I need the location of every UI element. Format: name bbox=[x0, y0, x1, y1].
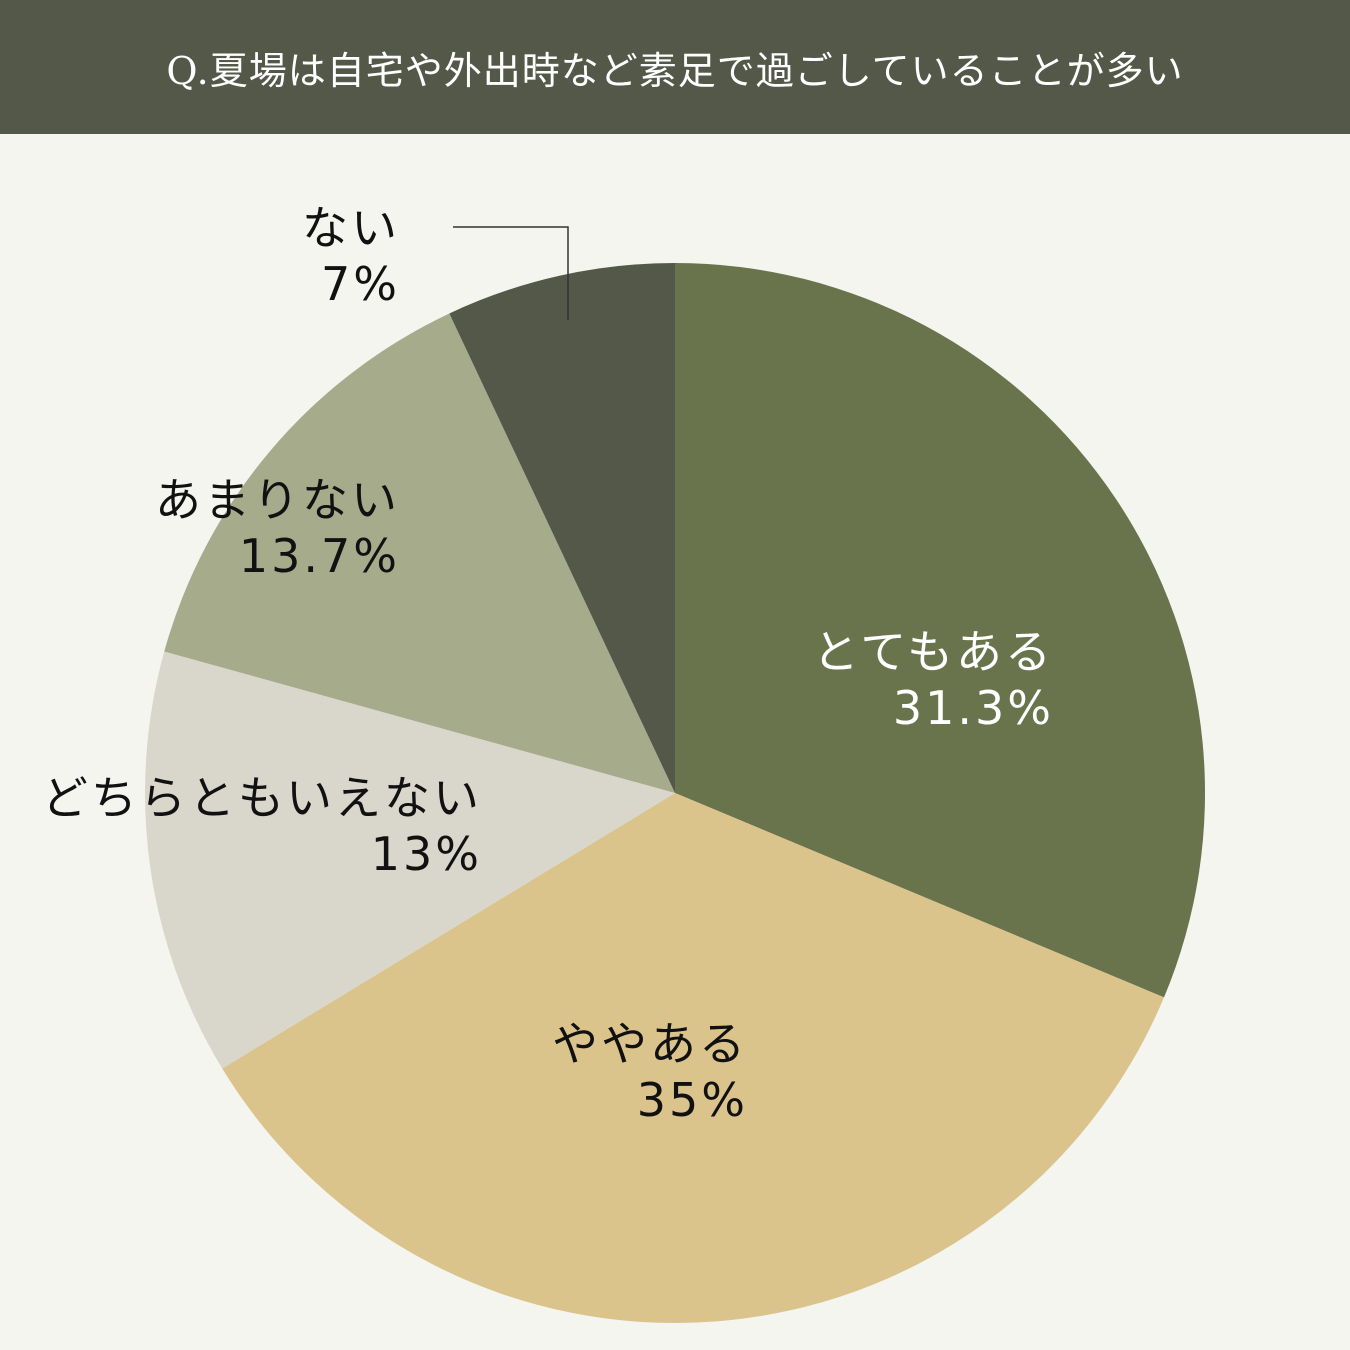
leader-line-nai bbox=[453, 226, 569, 320]
chart-header: Q.夏場は自宅や外出時など素足で過ごしていることが多い bbox=[0, 0, 1350, 134]
slice-amari-nai bbox=[164, 313, 676, 793]
slice-category-label: とてもある bbox=[812, 625, 1054, 679]
slice-dochira-tomo-ienai bbox=[145, 651, 675, 1069]
slice-value-label: 31.3% bbox=[892, 681, 1054, 735]
slice-label-totemo-aru: とてもある 31.3% bbox=[813, 624, 1054, 736]
slice-totemo-aru bbox=[675, 263, 1206, 998]
slice-label-dochira-tomo-ienai: どちらともいえない 13% bbox=[42, 770, 482, 882]
slice-label-amari-nai: あまりない 13.7% bbox=[155, 472, 400, 584]
slice-value-label: 35% bbox=[636, 1073, 748, 1127]
slice-yaya-aru bbox=[222, 793, 1165, 1324]
slice-label-yaya-aru: ややある 35% bbox=[552, 1016, 748, 1128]
slice-category-label: どちらともいえない bbox=[41, 771, 482, 825]
slice-label-nai: ない 7% bbox=[302, 200, 400, 312]
chart-title: Q.夏場は自宅や外出時など素足で過ごしていることが多い bbox=[166, 48, 1184, 93]
slice-category-label: ややある bbox=[552, 1017, 748, 1071]
slice-nai bbox=[449, 263, 675, 793]
slice-value-label: 13.7% bbox=[238, 529, 400, 583]
slice-value-label: 13% bbox=[370, 827, 482, 881]
pie-slices bbox=[145, 263, 1206, 1324]
slice-value-label: 7% bbox=[321, 257, 400, 311]
slice-category-label: ない bbox=[302, 201, 400, 255]
slice-category-label: あまりない bbox=[155, 473, 400, 527]
